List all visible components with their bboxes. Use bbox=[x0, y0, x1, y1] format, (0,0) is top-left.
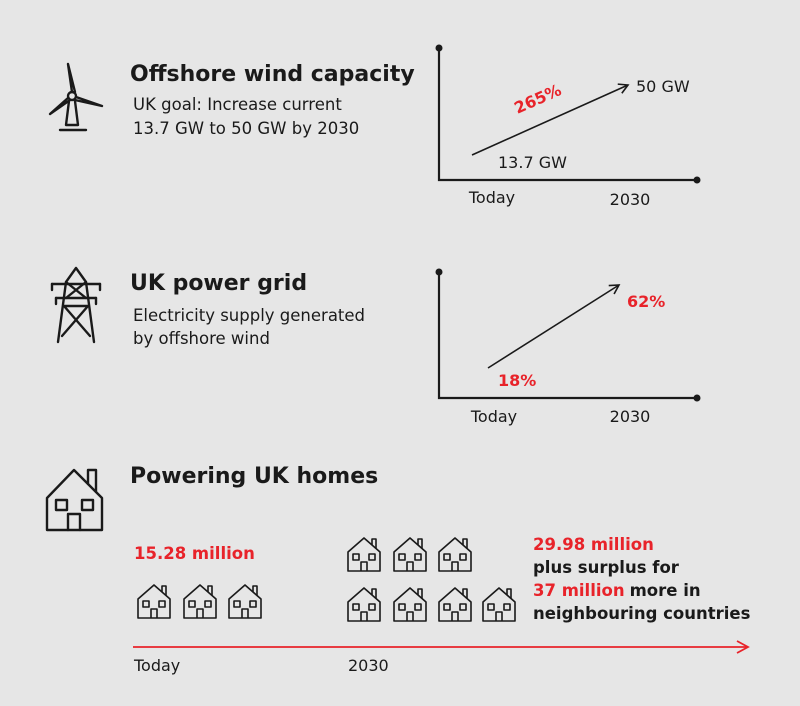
start-label: 18% bbox=[498, 371, 536, 390]
growth-arrow bbox=[487, 284, 621, 369]
section-description: 13.7 GW to 50 GW by 2030 bbox=[133, 119, 359, 138]
future-houses bbox=[347, 537, 516, 622]
section-description: Electricity supply generated bbox=[133, 306, 365, 325]
end-label: 50 GW bbox=[636, 77, 690, 96]
house bbox=[393, 537, 427, 572]
axes bbox=[437, 48, 697, 182]
house bbox=[347, 537, 381, 572]
house bbox=[482, 587, 516, 622]
start-label: 13.7 GW bbox=[498, 153, 567, 172]
x-label: 2030 bbox=[610, 407, 651, 426]
growth-arrow bbox=[471, 83, 630, 156]
wind-turbine-icon bbox=[48, 62, 104, 132]
house bbox=[438, 537, 472, 572]
today-homes-label: 15.28 million bbox=[134, 544, 255, 563]
pylon-icon bbox=[50, 266, 102, 344]
x-label: Today bbox=[468, 188, 515, 207]
house-icon bbox=[45, 468, 104, 532]
x-label: 2030 bbox=[610, 190, 651, 209]
section-title: Offshore wind capacity bbox=[130, 62, 415, 87]
change-label: 265% bbox=[511, 80, 564, 117]
house bbox=[438, 587, 472, 622]
axes bbox=[437, 272, 697, 400]
x-label: Today bbox=[470, 407, 517, 426]
section-title: Powering UK homes bbox=[130, 464, 378, 489]
house bbox=[228, 584, 262, 619]
house bbox=[393, 587, 427, 622]
surplus-value: 37 million bbox=[533, 581, 625, 600]
surplus-text: plus surplus for bbox=[533, 558, 680, 577]
x-label: Today bbox=[133, 656, 180, 675]
section-description: by offshore wind bbox=[133, 329, 270, 348]
today-houses bbox=[137, 584, 262, 619]
surplus-text: 37 million more in bbox=[533, 581, 701, 600]
growth-chart: 62% 18% Today 2030 bbox=[435, 268, 701, 426]
house bbox=[183, 584, 217, 619]
future-homes-label: 29.98 million bbox=[533, 535, 654, 554]
x-label: 2030 bbox=[348, 656, 389, 675]
section-title: UK power grid bbox=[130, 271, 307, 296]
surplus-text: neighbouring countries bbox=[533, 604, 751, 623]
end-label: 62% bbox=[627, 292, 665, 311]
house bbox=[347, 587, 381, 622]
surplus-suffix: more in bbox=[630, 581, 701, 600]
house bbox=[137, 584, 171, 619]
growth-chart: 265% 50 GW 13.7 GW Today 2030 bbox=[435, 44, 701, 209]
section-description: UK goal: Increase current bbox=[133, 95, 342, 114]
